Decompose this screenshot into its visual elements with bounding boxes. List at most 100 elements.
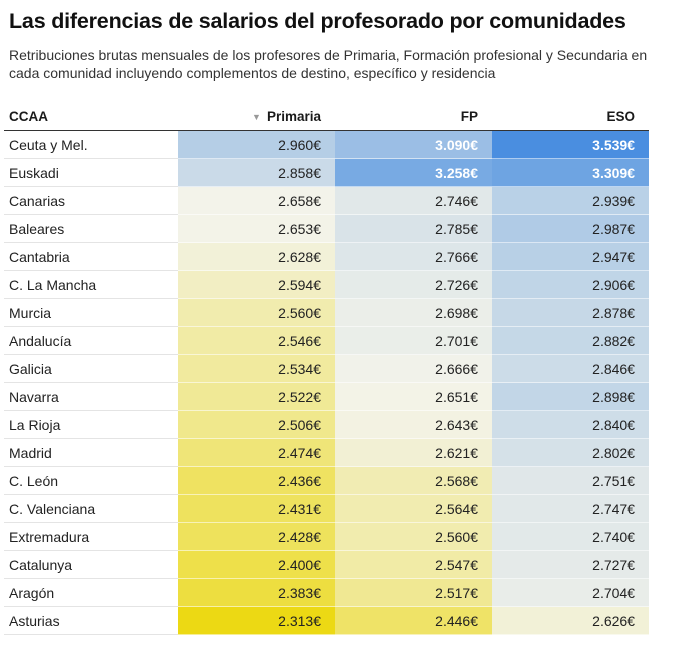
primaria-salary-cell: 2.383€ [178, 578, 335, 607]
header-row: CCAA ▼ Primaria FP ESO [4, 102, 649, 131]
ccaa-cell: Aragón [4, 578, 178, 607]
table-row: Navarra 2.522€ 2.651€ 2.898€ [4, 382, 649, 411]
primaria-salary-cell: 2.653€ [178, 214, 335, 243]
ccaa-cell: Navarra [4, 382, 178, 411]
fp-salary-cell: 3.258€ [335, 158, 492, 187]
column-header-ccaa[interactable]: CCAA [4, 102, 178, 131]
table-row: Ceuta y Mel. 2.960€ 3.090€ 3.539€ [4, 130, 649, 159]
eso-salary-cell: 2.704€ [492, 578, 649, 607]
ccaa-cell: C. Valenciana [4, 494, 178, 523]
eso-salary-cell: 2.840€ [492, 410, 649, 439]
fp-salary-cell: 2.446€ [335, 606, 492, 635]
eso-salary-cell: 3.309€ [492, 158, 649, 187]
primaria-salary-cell: 2.858€ [178, 158, 335, 187]
chart-subtitle: Retribuciones brutas mensuales de los pr… [9, 47, 648, 81]
ccaa-cell: Galicia [4, 354, 178, 383]
primaria-salary-cell: 2.431€ [178, 494, 335, 523]
fp-salary-cell: 2.701€ [335, 326, 492, 355]
eso-salary-cell: 2.802€ [492, 438, 649, 467]
primaria-salary-cell: 2.960€ [178, 130, 335, 159]
primaria-salary-cell: 2.560€ [178, 298, 335, 327]
eso-salary-cell: 2.906€ [492, 270, 649, 299]
column-header-fp[interactable]: FP [335, 102, 492, 131]
primaria-salary-cell: 2.628€ [178, 242, 335, 271]
ccaa-cell: Ceuta y Mel. [4, 130, 178, 159]
ccaa-cell: Euskadi [4, 158, 178, 187]
table-row: Baleares 2.653€ 2.785€ 2.987€ [4, 214, 649, 243]
eso-salary-cell: 2.882€ [492, 326, 649, 355]
triangle-down-icon: ▼ [252, 111, 261, 122]
table-row: Madrid 2.474€ 2.621€ 2.802€ [4, 438, 649, 467]
ccaa-cell: La Rioja [4, 410, 178, 439]
ccaa-cell: Extremadura [4, 522, 178, 551]
fp-salary-cell: 2.643€ [335, 410, 492, 439]
ccaa-cell: Baleares [4, 214, 178, 243]
primaria-salary-cell: 2.594€ [178, 270, 335, 299]
table-row: Euskadi 2.858€ 3.258€ 3.309€ [4, 158, 649, 187]
fp-salary-cell: 2.666€ [335, 354, 492, 383]
table-row: Cantabria 2.628€ 2.766€ 2.947€ [4, 242, 649, 271]
primaria-salary-cell: 2.400€ [178, 550, 335, 579]
primaria-salary-cell: 2.546€ [178, 326, 335, 355]
primaria-salary-cell: 2.428€ [178, 522, 335, 551]
ccaa-cell: Canarias [4, 186, 178, 215]
table-row: Canarias 2.658€ 2.746€ 2.939€ [4, 186, 649, 215]
fp-salary-cell: 2.564€ [335, 494, 492, 523]
eso-salary-cell: 2.626€ [492, 606, 649, 635]
ccaa-cell: Asturias [4, 606, 178, 635]
fp-salary-cell: 2.746€ [335, 186, 492, 215]
fp-salary-cell: 2.547€ [335, 550, 492, 579]
eso-salary-cell: 3.539€ [492, 130, 649, 159]
fp-salary-cell: 2.651€ [335, 382, 492, 411]
eso-salary-cell: 2.987€ [492, 214, 649, 243]
fp-salary-cell: 2.785€ [335, 214, 492, 243]
fp-salary-cell: 2.517€ [335, 578, 492, 607]
eso-salary-cell: 2.898€ [492, 382, 649, 411]
ccaa-cell: Madrid [4, 438, 178, 467]
eso-salary-cell: 2.939€ [492, 186, 649, 215]
column-header-primaria[interactable]: ▼ Primaria [178, 102, 335, 131]
table-row: C. La Mancha 2.594€ 2.726€ 2.906€ [4, 270, 649, 299]
primaria-salary-cell: 2.436€ [178, 466, 335, 495]
ccaa-cell: Murcia [4, 298, 178, 327]
ccaa-cell: C. León [4, 466, 178, 495]
primaria-salary-cell: 2.474€ [178, 438, 335, 467]
eso-salary-cell: 2.846€ [492, 354, 649, 383]
primaria-salary-cell: 2.658€ [178, 186, 335, 215]
ccaa-cell: C. La Mancha [4, 270, 178, 299]
fp-salary-cell: 2.568€ [335, 466, 492, 495]
table-row: Catalunya 2.400€ 2.547€ 2.727€ [4, 550, 649, 579]
eso-salary-cell: 2.751€ [492, 466, 649, 495]
fp-salary-cell: 2.698€ [335, 298, 492, 327]
fp-salary-cell: 2.726€ [335, 270, 492, 299]
fp-salary-cell: 2.766€ [335, 242, 492, 271]
table-row: C. Valenciana 2.431€ 2.564€ 2.747€ [4, 494, 649, 523]
ccaa-cell: Catalunya [4, 550, 178, 579]
table-row: Galicia 2.534€ 2.666€ 2.846€ [4, 354, 649, 383]
table-row: Andalucía 2.546€ 2.701€ 2.882€ [4, 326, 649, 355]
table-row: La Rioja 2.506€ 2.643€ 2.840€ [4, 410, 649, 439]
primaria-salary-cell: 2.534€ [178, 354, 335, 383]
eso-salary-cell: 2.947€ [492, 242, 649, 271]
table-row: Asturias 2.313€ 2.446€ 2.626€ [4, 606, 649, 635]
table-row: Aragón 2.383€ 2.517€ 2.704€ [4, 578, 649, 607]
eso-salary-cell: 2.727€ [492, 550, 649, 579]
eso-salary-cell: 2.740€ [492, 522, 649, 551]
eso-salary-cell: 2.747€ [492, 494, 649, 523]
fp-salary-cell: 2.560€ [335, 522, 492, 551]
column-header-eso[interactable]: ESO [492, 102, 649, 131]
eso-salary-cell: 2.878€ [492, 298, 649, 327]
ccaa-cell: Andalucía [4, 326, 178, 355]
primaria-salary-cell: 2.313€ [178, 606, 335, 635]
chart-title: Las diferencias de salarios del profesor… [9, 9, 626, 33]
table-row: C. León 2.436€ 2.568€ 2.751€ [4, 466, 649, 495]
table-row: Murcia 2.560€ 2.698€ 2.878€ [4, 298, 649, 327]
ccaa-cell: Cantabria [4, 242, 178, 271]
salary-table: CCAA ▼ Primaria FP ESO Ceuta y Mel. 2.960€… [4, 102, 649, 635]
primaria-salary-cell: 2.506€ [178, 410, 335, 439]
table-row: Extremadura 2.428€ 2.560€ 2.740€ [4, 522, 649, 551]
table-body: Ceuta y Mel. 2.960€ 3.090€ 3.539€ Euskadi 2.8… [4, 130, 649, 635]
column-header-primaria-label: Primaria [266, 108, 321, 124]
fp-salary-cell: 3.090€ [335, 130, 492, 159]
